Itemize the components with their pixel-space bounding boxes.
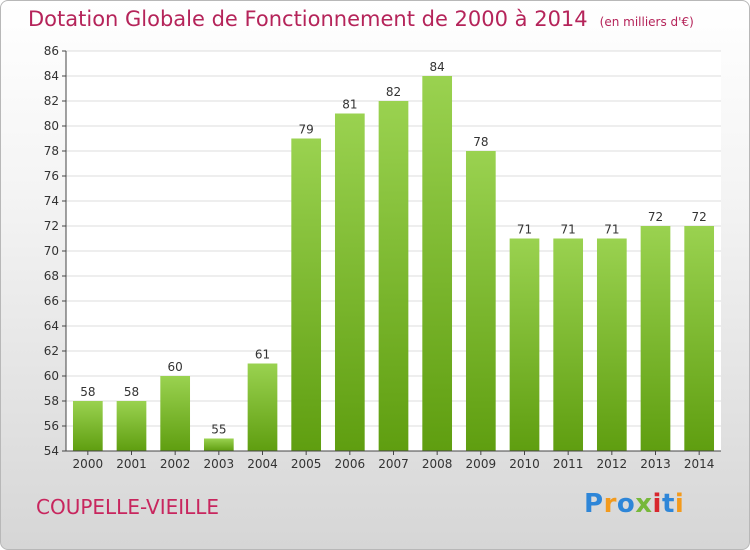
chart-title: Dotation Globale de Fonctionnement de 20… <box>28 7 588 31</box>
x-tick-label: 2011 <box>553 457 584 471</box>
x-tick-label: 2002 <box>160 457 191 471</box>
y-tick-label: 54 <box>44 444 59 458</box>
bar-2004 <box>247 363 278 451</box>
bar-2008 <box>422 76 453 451</box>
logo-letter: r <box>603 489 617 519</box>
x-tick-label: 2013 <box>640 457 671 471</box>
bar-2002 <box>160 376 191 451</box>
x-tick-label: 2007 <box>378 457 409 471</box>
x-tick-label: 2006 <box>335 457 366 471</box>
x-tick-label: 2009 <box>466 457 497 471</box>
title-block: Dotation Globale de Fonctionnement de 20… <box>28 7 694 31</box>
y-tick-label: 74 <box>44 194 59 208</box>
bar-value-label: 79 <box>299 123 314 137</box>
x-tick-label: 2000 <box>73 457 104 471</box>
x-tick-label: 2003 <box>204 457 235 471</box>
bar-value-label: 71 <box>517 223 532 237</box>
y-tick-label: 76 <box>44 169 59 183</box>
commune-name: COUPELLE-VIEILLE <box>36 495 220 519</box>
y-tick-label: 78 <box>44 144 59 158</box>
bar-value-label: 84 <box>430 60 445 74</box>
bar-2003 <box>203 438 234 451</box>
bar-value-label: 71 <box>561 223 576 237</box>
bar-2011 <box>553 238 584 451</box>
x-tick-label: 2012 <box>597 457 628 471</box>
logo-letter: x <box>635 489 653 519</box>
y-axis: 54 56 58 60 62 64 66 68 70 72 74 76 78 80 82 84 86 <box>44 44 67 458</box>
logo-letter: i <box>652 489 662 519</box>
bar-2012 <box>596 238 627 451</box>
x-tick-label: 2005 <box>291 457 322 471</box>
y-tick-label: 64 <box>44 319 59 333</box>
bar-value-label: 58 <box>124 385 139 399</box>
y-tick-label: 68 <box>44 269 59 283</box>
bar-value-label: 71 <box>604 223 619 237</box>
bar-2014 <box>684 226 715 451</box>
chart-subtitle: (en milliers d'€) <box>599 15 694 29</box>
y-tick-label: 80 <box>44 119 59 133</box>
y-tick-label: 70 <box>44 244 59 258</box>
x-tick-label: 2004 <box>247 457 278 471</box>
bar-2013 <box>640 226 671 451</box>
bar-value-label: 72 <box>648 210 663 224</box>
y-tick-label: 72 <box>44 219 59 233</box>
logo-letter: i <box>674 489 685 519</box>
y-tick-label: 60 <box>44 369 59 383</box>
x-tick-label: 2010 <box>509 457 540 471</box>
y-tick-label: 56 <box>44 419 59 433</box>
bar-value-label: 55 <box>211 423 226 437</box>
logo-letter: t <box>661 489 675 519</box>
y-tick-label: 62 <box>44 344 59 358</box>
bar-2010 <box>509 238 540 451</box>
bar-value-label: 72 <box>692 210 707 224</box>
bar-2007 <box>378 101 409 451</box>
bar-value-label: 61 <box>255 348 270 362</box>
bar-value-label: 78 <box>473 135 488 149</box>
y-tick-label: 86 <box>44 44 59 58</box>
y-tick-label: 66 <box>44 294 59 308</box>
logo-letter: P <box>584 489 604 519</box>
bar-value-label: 82 <box>386 85 401 99</box>
proxiti-logo: Proxiti <box>584 489 684 519</box>
bar-2009 <box>465 151 496 451</box>
y-tick-label: 82 <box>44 94 59 108</box>
bar-value-label: 81 <box>342 98 357 112</box>
bar-2005 <box>291 138 322 451</box>
y-tick-label: 84 <box>44 69 59 83</box>
bar-2006 <box>334 113 365 451</box>
x-tick-label: 2014 <box>684 457 715 471</box>
x-tick-label: 2008 <box>422 457 453 471</box>
bar-value-label: 60 <box>168 360 183 374</box>
bars: 58 58 60 55 61 79 81 82 84 78 71 71 71 72 72 <box>72 60 715 451</box>
x-axis: 2000 2001 2002 2003 2004 2005 2006 2007 2008 2009… <box>66 450 721 471</box>
bar-value-label: 58 <box>80 385 95 399</box>
bar-2000 <box>72 401 103 451</box>
bar-2001 <box>116 401 147 451</box>
logo-letter: o <box>616 489 636 519</box>
y-tick-label: 58 <box>44 394 59 408</box>
x-tick-label: 2001 <box>116 457 147 471</box>
